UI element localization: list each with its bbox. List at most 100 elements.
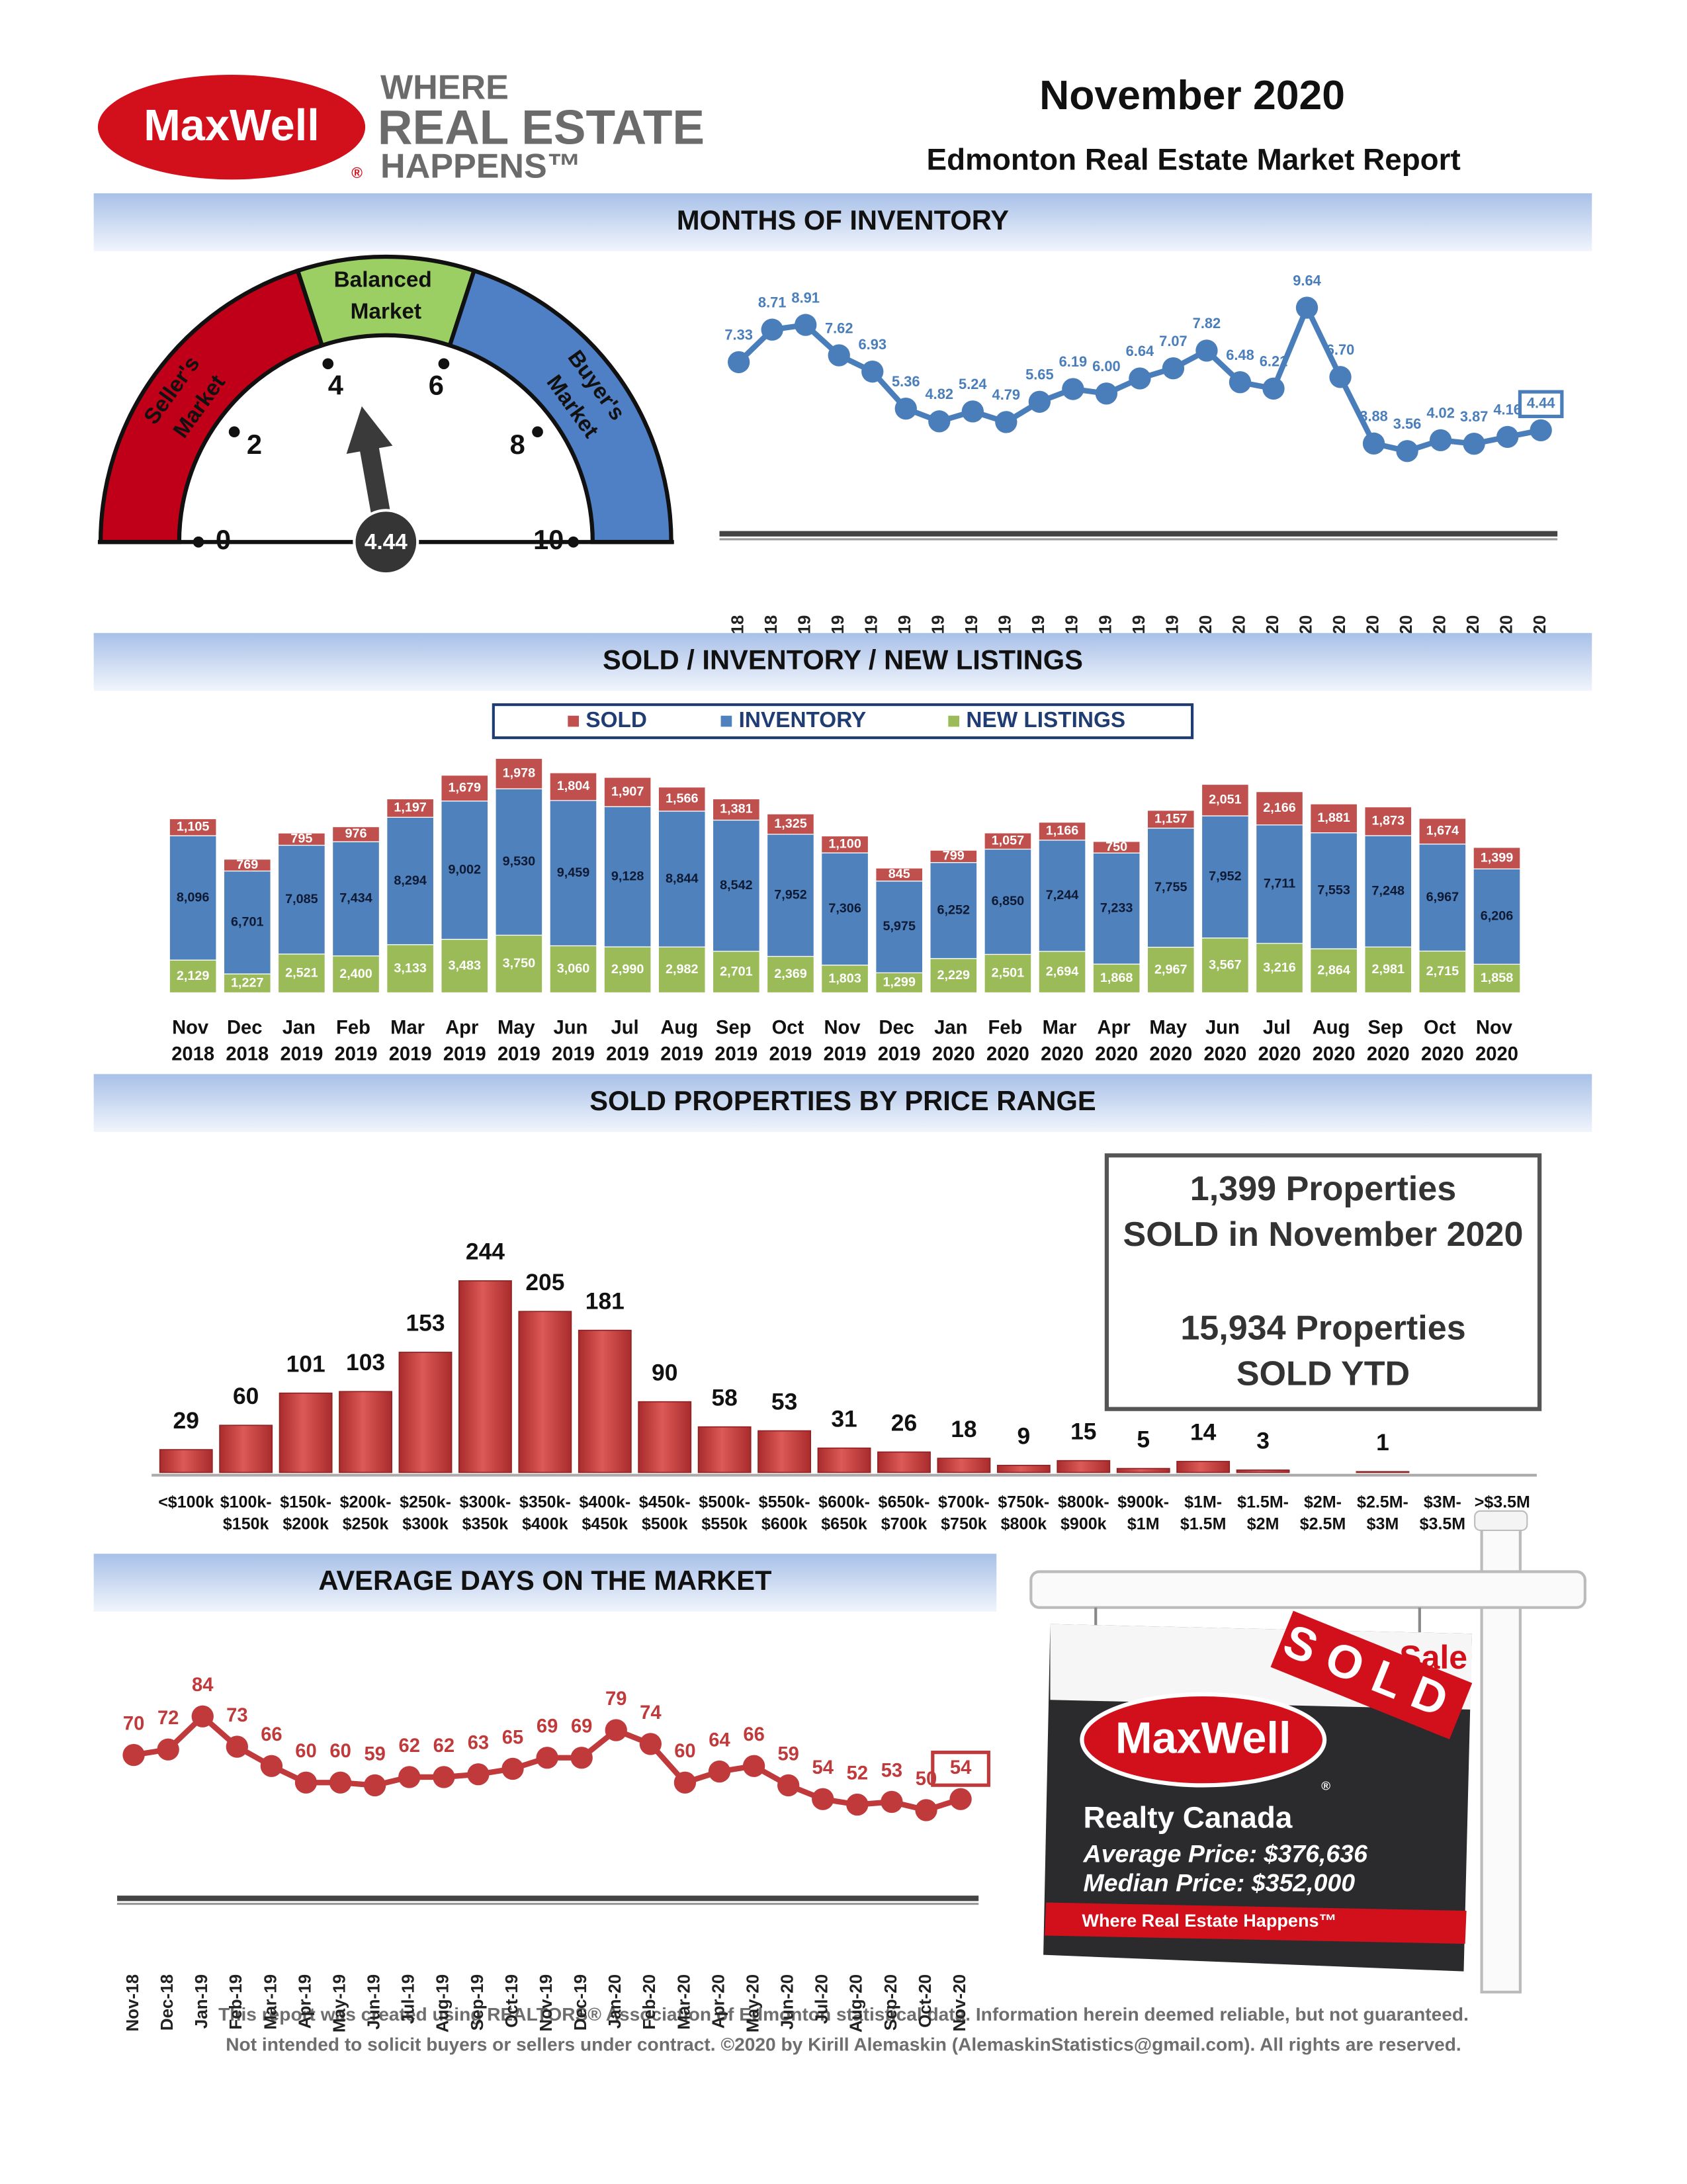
- x-tick-label: Mar-20: [673, 1974, 693, 2030]
- data-label: 90: [652, 1359, 677, 1385]
- point: [294, 1771, 318, 1794]
- bar-segment: [441, 939, 489, 994]
- bar: [757, 1430, 812, 1473]
- x-tick-label: Mar 2019: [389, 1017, 432, 1065]
- data-label: 3.88: [1360, 408, 1388, 425]
- x-tick-label: $450k-$500k: [639, 1493, 691, 1533]
- data-label: 84: [192, 1675, 214, 1696]
- x-tick-label: May 2020: [1149, 1017, 1192, 1065]
- point: [260, 1755, 283, 1777]
- bar-segment: [223, 870, 271, 975]
- legend-label: NEW LISTINGS: [966, 708, 1125, 732]
- x-tick-label: Nov 2018: [171, 1017, 214, 1065]
- legend-swatch: [720, 715, 732, 727]
- point: [364, 1774, 386, 1797]
- point: [191, 1705, 214, 1727]
- point: [881, 1790, 903, 1813]
- bar-segment: [766, 834, 815, 957]
- data-label: 59: [777, 1743, 799, 1765]
- data-label: 74: [640, 1702, 662, 1724]
- sign-logo: [1080, 1692, 1327, 1788]
- x-tick-label: $1M-$1.5M: [1180, 1493, 1226, 1533]
- x-tick-label: Jul 2020: [1258, 1017, 1301, 1065]
- segment-label: 8,542: [720, 878, 753, 893]
- segment-label: 7,233: [1100, 900, 1133, 915]
- data-label: 60: [674, 1741, 695, 1762]
- data-label: 6.21: [1260, 353, 1288, 370]
- segment-label: 1,858: [1481, 971, 1514, 985]
- segment-label: 8,844: [666, 871, 699, 886]
- bar-segment: [1255, 824, 1304, 944]
- segment-label: 845: [888, 867, 910, 881]
- point: [795, 314, 817, 336]
- data-label: 5.65: [1025, 366, 1054, 382]
- bar: [996, 1464, 1051, 1473]
- data-label: 58: [711, 1384, 737, 1411]
- gauge-tick-label: 8: [510, 429, 525, 460]
- point: [1463, 433, 1485, 455]
- data-label: 103: [346, 1349, 385, 1376]
- data-label: 3.56: [1393, 415, 1422, 432]
- data-label: 205: [525, 1269, 564, 1295]
- bar-segment: [1473, 847, 1521, 869]
- point: [467, 1763, 490, 1786]
- bar-segment: [277, 844, 325, 955]
- bar: [937, 1458, 991, 1473]
- data-label: 72: [157, 1708, 179, 1729]
- bar-segment: [712, 951, 760, 994]
- data-label: 79: [605, 1688, 627, 1710]
- segment-label: 7,553: [1317, 883, 1350, 898]
- footer-line: Not intended to solicit buyers or seller…: [226, 2034, 1461, 2055]
- slogan-line: HAPPENS™: [380, 147, 582, 185]
- data-label: 6.48: [1226, 347, 1254, 363]
- sign-stripe: [1045, 1902, 1467, 1944]
- x-tick-label: Jul-19: [398, 1974, 418, 2024]
- segment-label: 1,100: [828, 837, 861, 852]
- segment-label: 3,567: [1209, 957, 1242, 972]
- sign-tagline: Where Real Estate Happens™: [1082, 1910, 1336, 1931]
- x-tick-label: $3M-$3.5M: [1420, 1493, 1465, 1533]
- point: [570, 1747, 593, 1769]
- point: [1195, 339, 1218, 362]
- x-tick-label: Aug 2019: [660, 1017, 703, 1065]
- bar-segment: [766, 955, 815, 994]
- segment-label: 2,990: [611, 962, 644, 977]
- segment-label: 6,850: [992, 894, 1025, 908]
- point: [728, 351, 750, 374]
- data-label: 63: [468, 1733, 489, 1754]
- data-label: 101: [286, 1350, 325, 1377]
- bar: [458, 1280, 512, 1473]
- x-tick-label: Aug-20: [846, 1974, 866, 2032]
- data-label: 59: [364, 1743, 385, 1765]
- segment-label: 7,434: [339, 891, 372, 906]
- data-label: 73: [226, 1705, 247, 1726]
- data-label: 60: [295, 1741, 316, 1762]
- data-label: 8.71: [758, 294, 787, 310]
- x-tick-label: $650k-$700k: [879, 1493, 930, 1533]
- data-label: 5.36: [892, 373, 920, 390]
- segment-label: 1,566: [666, 791, 699, 806]
- gauge-tick-label: 0: [216, 524, 231, 555]
- point: [605, 1719, 627, 1741]
- bar-segment: [603, 806, 652, 947]
- x-tick-label: Mar 2020: [1041, 1017, 1084, 1065]
- segment-label: 795: [290, 832, 312, 846]
- x-tick-label: Mar-19: [260, 1974, 280, 2030]
- x-tick-label: Apr-19: [294, 1974, 314, 2029]
- x-tick-label: $550k-$600k: [759, 1493, 810, 1533]
- point: [1362, 432, 1385, 455]
- data-label: 4.02: [1426, 405, 1455, 421]
- data-label: 54: [950, 1757, 972, 1778]
- x-tick-label: Sep 2019: [714, 1017, 757, 1065]
- data-label: 53: [881, 1760, 902, 1781]
- data-label: 62: [399, 1735, 420, 1757]
- gauge-zone: [98, 268, 325, 545]
- bar-segment: [169, 835, 217, 961]
- slogan-line: REAL ESTATE: [378, 101, 705, 155]
- point: [1229, 371, 1252, 394]
- segment-label: 3,483: [448, 958, 481, 973]
- sold-sign: Sale SOLD MaxWell ® Realty Canada Averag…: [1029, 1510, 1586, 1993]
- point: [1530, 419, 1552, 442]
- bar-segment: [1364, 835, 1412, 947]
- bar-segment: [495, 934, 543, 994]
